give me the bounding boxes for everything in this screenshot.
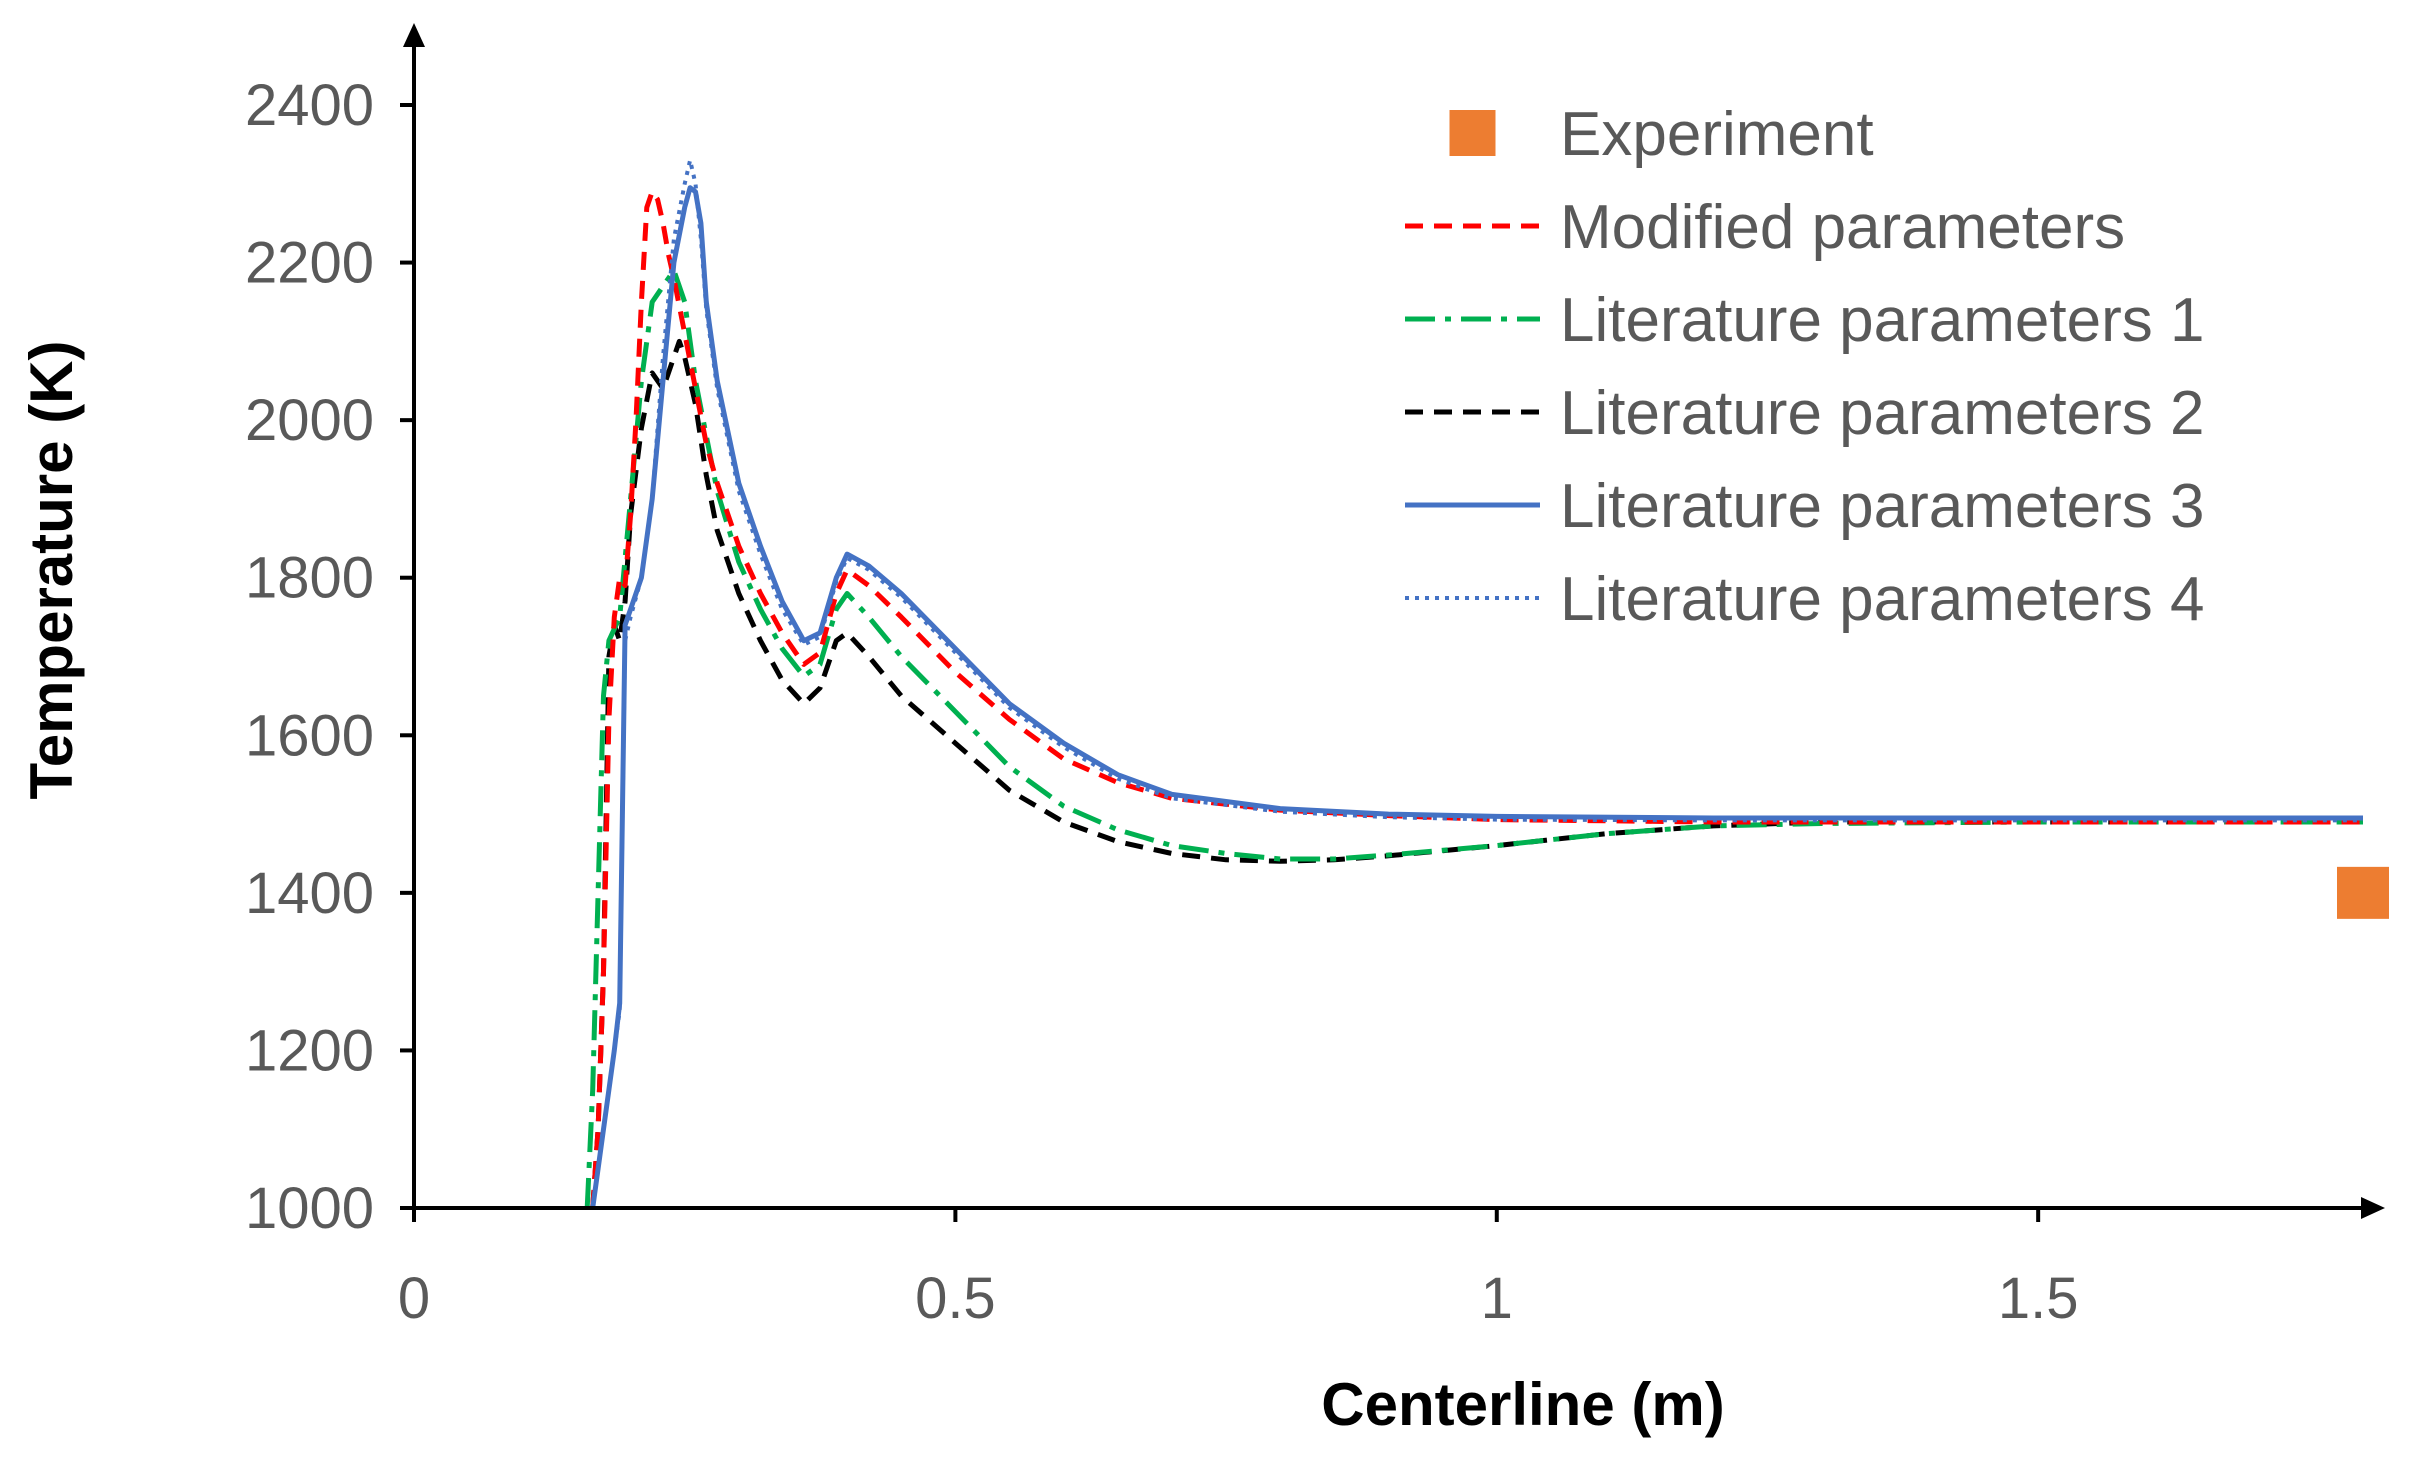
series-line-5 <box>590 158 2363 1208</box>
legend-label-1: Modified parameters <box>1560 193 2125 262</box>
series-line-1 <box>590 189 2363 1208</box>
legend-label-2: Literature parameters 1 <box>1560 286 2204 355</box>
legend-label-0: Experiment <box>1560 100 1874 169</box>
y-tick-label-1200: 1200 <box>245 1018 374 1083</box>
series-line-4 <box>590 185 2363 1208</box>
x-tick-label-0: 0 <box>398 1266 430 1331</box>
x-axis-title: Centerline (m) <box>1321 1371 1724 1438</box>
y-tick-label-1400: 1400 <box>245 861 374 926</box>
x-tick-label-0.5: 0.5 <box>915 1266 996 1331</box>
y-tick-label-2400: 2400 <box>245 73 374 138</box>
y-tick-label-1000: 1000 <box>245 1176 374 1241</box>
y-axis-title: Temperature (K) <box>18 341 85 800</box>
legend-label-3: Literature parameters 2 <box>1560 379 2204 448</box>
x-tick-label-1.5: 1.5 <box>1998 1266 2079 1331</box>
y-tick-label-1800: 1800 <box>245 546 374 611</box>
legend-label-5: Literature parameters 4 <box>1560 565 2204 634</box>
y-tick-label-2000: 2000 <box>245 388 374 453</box>
y-tick-label-1600: 1600 <box>245 703 374 768</box>
legend-swatch-experiment <box>1449 110 1496 156</box>
ticks-layer: 1000 1200 1400 1600 1800 2000 2200 2400 0 0.5 1 1.5 <box>245 73 2079 1331</box>
legend: Experiment Modified parameters Literature … <box>1405 100 2204 634</box>
series-layer <box>584 158 2363 1208</box>
x-axis-arrow <box>2361 1197 2385 1219</box>
legend-label-4: Literature parameters 3 <box>1560 472 2204 541</box>
y-axis-arrow <box>403 23 425 47</box>
experiment-point-1 <box>2337 866 2389 919</box>
y-tick-label-2200: 2200 <box>245 231 374 296</box>
x-tick-label-1: 1 <box>1481 1266 1513 1331</box>
